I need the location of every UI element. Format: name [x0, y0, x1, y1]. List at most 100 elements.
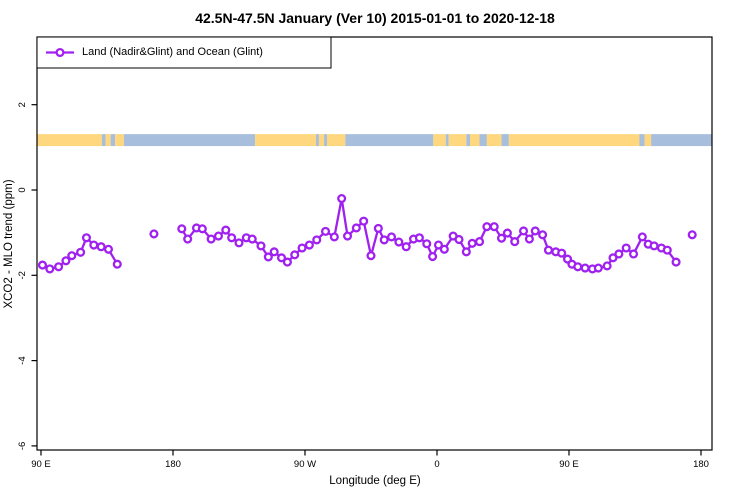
data-point	[269, 247, 279, 257]
legend-box	[36, 36, 332, 69]
data-point	[614, 249, 624, 259]
y-axis-tick-label: -6	[17, 442, 28, 450]
map-strip-ocean-segment	[651, 134, 712, 147]
data-point	[351, 223, 361, 233]
data-point	[297, 243, 307, 253]
data-point	[467, 238, 477, 248]
x-axis-tick-label: 90 E	[31, 459, 51, 470]
map-strip-ocean-segment	[110, 134, 116, 147]
data-point	[206, 234, 216, 244]
plot-border	[36, 36, 713, 451]
map-strip-land-segment	[486, 134, 502, 147]
legend-marker-sample	[55, 47, 65, 58]
x-axis-tick-label: 180	[165, 459, 181, 470]
data-point	[276, 253, 287, 263]
map-strip-land-segment	[470, 134, 480, 147]
map-strip-land-segment	[255, 134, 316, 147]
data-point	[518, 226, 529, 236]
map-strip-land-segment	[508, 134, 640, 147]
data-point	[662, 245, 672, 255]
data-point	[304, 240, 314, 250]
map-strip-land-segment	[318, 134, 325, 147]
data-point	[359, 216, 369, 226]
data-point	[414, 233, 424, 243]
data-point	[489, 222, 499, 232]
data-point	[573, 262, 583, 272]
data-point	[422, 239, 432, 249]
x-axis-tick-label: 180	[693, 459, 709, 470]
data-point	[256, 241, 266, 251]
data-point	[538, 230, 548, 240]
data-point	[687, 230, 697, 240]
map-strip-land-segment	[115, 134, 124, 147]
data-point	[329, 232, 339, 242]
map-strip-ocean-segment	[324, 134, 327, 147]
map-strip-ocean-segment	[479, 134, 487, 147]
data-point	[221, 225, 231, 235]
data-point	[621, 243, 631, 253]
map-strip-land-segment	[448, 134, 467, 147]
map-strip-ocean-segment	[123, 134, 256, 147]
data-point	[637, 232, 647, 242]
data-point	[433, 240, 444, 250]
data-point	[263, 252, 273, 262]
data-point	[213, 231, 224, 241]
data-point	[112, 259, 122, 269]
data-point	[366, 251, 376, 261]
data-point	[197, 224, 207, 234]
data-point	[312, 235, 322, 245]
x-axis-tick-label: 90 E	[559, 459, 579, 470]
x-axis-tick-label: 0	[434, 459, 439, 470]
data-point	[502, 228, 512, 238]
data-point	[37, 260, 48, 270]
data-point	[557, 248, 567, 258]
data-point	[96, 242, 106, 252]
map-strip-ocean-segment	[101, 134, 106, 147]
map-strip-land-segment	[327, 134, 346, 147]
map-strip-land-segment	[433, 134, 446, 147]
data-point	[461, 247, 471, 257]
data-point	[394, 237, 404, 247]
data-point	[530, 226, 540, 236]
y-axis-tick-label: 0	[17, 187, 28, 192]
data-point	[474, 237, 485, 247]
data-point	[342, 231, 353, 241]
data-point	[337, 193, 347, 204]
data-point	[510, 237, 520, 247]
y-axis-tick-label: -2	[17, 271, 28, 279]
data-point	[439, 244, 449, 254]
y-axis-tick-label: -4	[17, 356, 28, 364]
data-point	[149, 229, 159, 239]
map-strip-ocean-segment	[501, 134, 509, 147]
map-strip-ocean-segment	[445, 134, 449, 147]
map-strip-ocean-segment	[316, 134, 319, 147]
data-point	[89, 240, 99, 250]
x-axis-label: Longitude (deg E)	[329, 475, 421, 487]
data-point	[76, 247, 86, 257]
y-axis-label: XCO2 - MLO trend (ppm)	[3, 179, 15, 309]
map-strip-ocean-segment	[639, 134, 645, 147]
data-point	[671, 257, 681, 267]
data-point	[290, 250, 300, 260]
data-point	[103, 244, 114, 254]
map-strip-land-segment	[105, 134, 111, 147]
map-strip-land-segment	[37, 134, 102, 147]
data-point	[247, 234, 257, 244]
map-strip-ocean-segment	[345, 134, 434, 147]
data-point	[227, 233, 237, 243]
data-point	[482, 222, 492, 232]
data-point	[428, 251, 438, 262]
y-axis-tick-label: 2	[17, 102, 28, 107]
data-point	[61, 256, 71, 266]
data-point	[628, 249, 639, 259]
data-point	[543, 245, 554, 255]
data-point	[593, 263, 603, 273]
data-point	[496, 233, 507, 243]
map-strip-land-segment	[644, 134, 652, 147]
data-point	[524, 234, 534, 244]
map-strip-ocean-segment	[466, 134, 470, 147]
data-point	[649, 241, 659, 251]
data-point	[234, 238, 244, 248]
